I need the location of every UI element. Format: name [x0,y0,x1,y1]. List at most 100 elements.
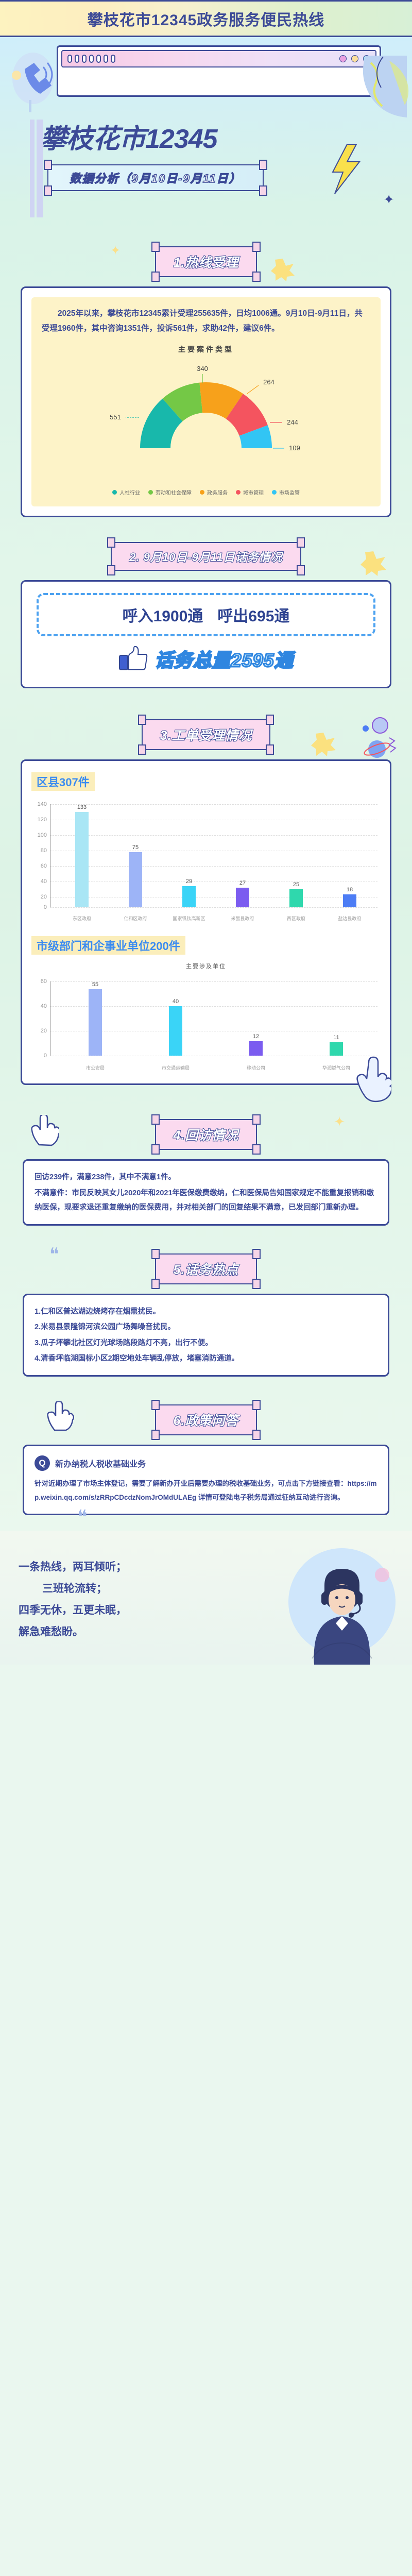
total-calls: 话务总量2595通 [154,649,294,672]
hero-subtitle: 数据分析（9月10日-9月11日） [70,172,242,185]
x-label: 华润燃气公司 [322,1065,350,1071]
sparkle-icon: ✦ [383,192,394,207]
star-burst-icon [360,551,386,577]
legend-label: 政务服务 [207,490,228,497]
section4-line: 回访239件，满意238件，其中不满意1件。 [35,1173,176,1182]
x-label: 盐边县政府 [338,916,362,922]
infographic-page: 攀枝花市12345政务服务便民热线 [0,0,412,1665]
section2-heading-chip: 2. 9月10日-9月11日话务情况 [107,537,305,576]
call-volume-box: 呼入1900通 呼出695通 [37,593,375,637]
section1-yellow-panel: 2025年以来，攀枝花市12345累计受理255635件，日均1006通。9月1… [31,297,381,507]
district-chart-title: 区县307件 [31,772,95,791]
bar-value: 25 [293,881,300,888]
question-badge: Q [35,1455,50,1471]
bar-column: 27 [216,804,269,908]
window-left-pills [67,55,115,63]
bar [182,886,196,908]
footer-line: 解急难愁盼。 [19,1625,83,1638]
bar-column: 11 [296,981,376,1056]
hand-icon [31,1115,59,1146]
bar-value: 12 [252,1033,260,1040]
city-x-labels: 市公安局 市交通运输局 移动公司 华润燃气公司 [55,1064,376,1071]
legend-item: 劳动和社会保障 [148,488,192,496]
city-chart-title: 市级部门和企事业单位200件 [31,936,185,955]
bar [249,1041,263,1056]
x-label: 国家钒钛高新区 [173,916,205,922]
section2-card: 呼入1900通 呼出695通 话务总量2595通 [21,580,391,689]
section3-heading-wrap: 3.工单受理情况 [0,715,412,758]
svg-text:264: 264 [263,378,274,386]
section5-heading-wrap: ❝ 5.话务热点 [0,1245,412,1290]
city-chart-subtitle: 主要涉及单位 [186,963,226,970]
section3-card: 区县307件 140 120 100 80 60 40 20 0 133 [21,759,391,1086]
y-tick: 80 [40,848,47,854]
bar-value: 75 [132,844,139,851]
y-tick: 140 [37,801,47,808]
section1-paragraph: 2025年以来，攀枝花市12345累计受理255635件，日均1006通。9月1… [42,309,363,333]
bar [89,989,102,1056]
pointer-hand-wrap [0,1057,412,1106]
star-burst-icon [271,259,295,281]
x-label: 米易县政府 [231,916,254,922]
district-bars: 133 75 29 27 25 [55,804,376,908]
district-x-labels: 东区政府 仁和区政府 国家钒钛高新区 米易县政府 西区政府 盐边县政府 [55,915,376,922]
bar-column: 55 [55,981,135,1056]
y-tick: 20 [40,894,47,901]
browser-window [57,45,381,97]
bar-value: 55 [92,981,99,988]
legend-item: 市场监管 [272,488,300,496]
y-tick: 40 [40,1003,47,1010]
section4-heading: 4.回访情况 [173,1128,239,1143]
hand-icon [47,1401,74,1431]
y-tick: 40 [40,878,47,885]
qa-header: Q 新办纳税人税收基础业务 [35,1455,377,1471]
legend-label: 人社行业 [119,490,140,497]
section1-card: 2025年以来，攀枝花市12345累计受理255635件，日均1006通。9月1… [21,286,391,518]
section6-heading: 6.政策问答 [173,1413,239,1429]
banner-title: 攀枝花市12345政务服务便民热线 [87,12,325,29]
legend-item: 人社行业 [112,488,140,496]
bar-value: 133 [77,804,87,811]
x-label: 移动公司 [246,1065,265,1071]
city-bar-chart: 60 40 20 0 55 40 12 11 [31,971,381,1074]
footer-line: 四季无休，五更未眠， [19,1604,127,1616]
phone-icon [12,53,54,112]
y-tick: 60 [40,978,47,985]
leaf-decoration [363,56,409,117]
section3-heading-chip: 3.工单受理情况 [138,715,274,755]
section4-line: 不满意件：市民反映其女儿2020年和2021年医保缴费缴纳，仁和医保局告知国家规… [35,1189,374,1212]
bar-column: 29 [162,804,216,908]
x-label: 市交通运输局 [161,1065,190,1071]
lightning-bolt-icon [332,144,361,194]
section6-heading-chip: 6.政策问答 [151,1400,261,1440]
section4-heading-wrap: 4.回访情况 ✦ [0,1114,412,1155]
sparkle-icon: ✦ [334,1114,345,1130]
thumbs-up-icon [119,646,148,671]
hero-section: 攀枝花市12345 ✦ 数据分析（9月10日-9月11日） [0,114,412,233]
inbound-calls: 呼入1900通 [122,608,203,625]
section5-line: 3.瓜子坪攀北社区灯光球场路段路灯不亮，出行不便。 [35,1338,213,1347]
qa-answer: 针对近期办理了市场主体登记，需要了解新办开业后需要办理的税收基础业务，可点击下方… [35,1480,377,1501]
bar [236,887,249,908]
y-tick: 0 [43,1053,47,1059]
window-mock [0,37,412,117]
outbound-calls: 呼出695通 [217,608,290,625]
footer-line: 一条热线，两耳倾听； [19,1561,127,1573]
section2-heading: 2. 9月10日-9月11日话务情况 [129,550,283,564]
section1-heading: 1.热线受理 [173,255,239,270]
quote-icon: ❝ [49,1245,59,1265]
section5-heading: 5.话务热点 [173,1262,239,1278]
legend-item: 政务服务 [200,488,228,496]
x-label: 仁和区政府 [124,916,147,922]
bar-value: 11 [333,1035,339,1041]
section6-card: Q 新办纳税人税收基础业务 针对近期办理了市场主体登记，需要了解新办开业后需要办… [23,1445,389,1515]
legend-label: 劳动和社会保障 [156,490,192,497]
section6-heading-wrap: 6.政策问答 [0,1400,412,1440]
top-banner: 攀枝花市12345政务服务便民热线 [0,0,412,37]
section2-heading-wrap: 2. 9月10日-9月11日话务情况 [0,537,412,577]
bar [289,889,303,908]
y-tick: 60 [40,863,47,870]
bar-value: 29 [185,878,193,885]
bar-column: 18 [323,804,376,908]
district-bar-chart: 140 120 100 80 60 40 20 0 133 75 29 [31,796,381,925]
